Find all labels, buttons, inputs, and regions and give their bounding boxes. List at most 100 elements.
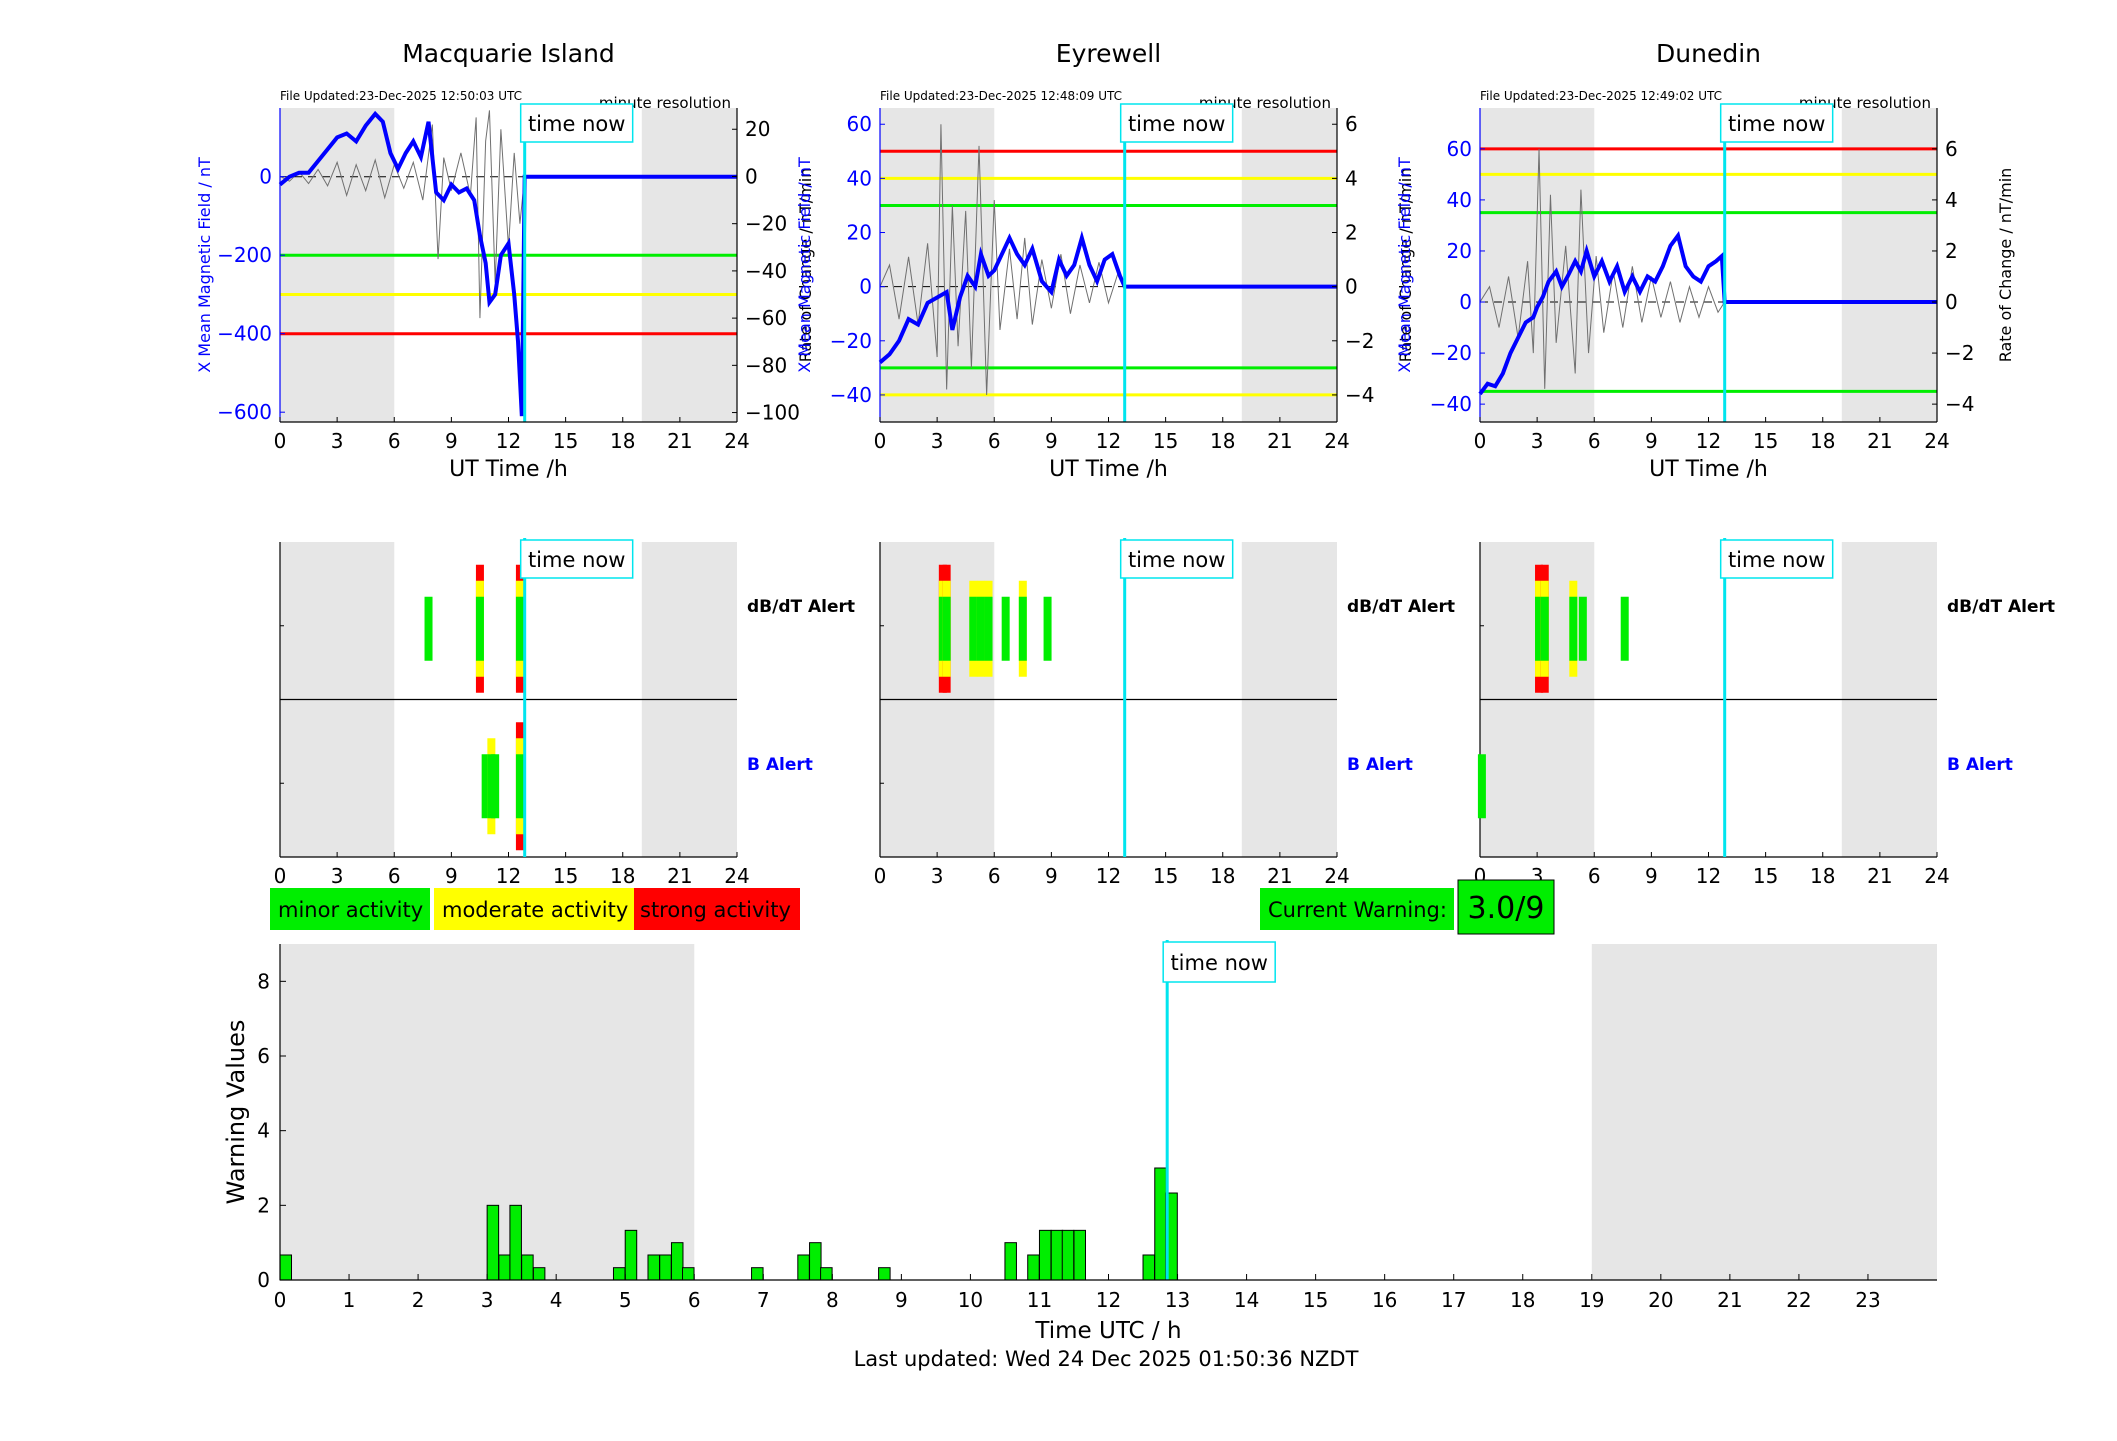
warning-bar <box>751 1267 764 1281</box>
alert-x-tick-label: 24 <box>1924 864 1949 888</box>
legend-strong-label: strong activity <box>640 898 791 922</box>
warning-x-tick-label: 9 <box>895 1288 908 1312</box>
x-axis-label: UT Time /h <box>1649 457 1768 482</box>
left-tick-label: 20 <box>1447 239 1472 263</box>
alert-x-tick-label: 9 <box>1645 864 1658 888</box>
dbdt-alert-bar-minor <box>1569 596 1578 661</box>
warning-x-tick-label: 1 <box>343 1288 356 1312</box>
warning-y-tick-label: 2 <box>257 1193 270 1217</box>
warning-bar <box>647 1254 661 1281</box>
current-warning-value: 3.0/9 <box>1468 891 1545 926</box>
x-tick-label: 9 <box>1045 429 1058 453</box>
mean-field-trace <box>278 110 737 417</box>
x-tick-label: 18 <box>610 429 635 453</box>
right-tick-label: −4 <box>1345 383 1374 407</box>
legend-moderate-label: moderate activity <box>442 898 628 922</box>
dbdt-alert-bar-minor <box>1620 596 1629 661</box>
warning-bar <box>1154 1167 1167 1281</box>
x-tick-label: 15 <box>1753 429 1778 453</box>
night-shade-top <box>1841 108 1937 422</box>
station-panel-2: Dunedin File Updated:23-Dec-2025 12:49:02… <box>1395 39 2055 888</box>
alert-x-tick-label: 18 <box>610 864 635 888</box>
warning-y-tick-label: 4 <box>257 1119 270 1143</box>
file-updated-label: File Updated:23-Dec-2025 12:48:09 UTC <box>880 89 1122 103</box>
alert-x-tick-label: 15 <box>1753 864 1778 888</box>
station-title: Eyrewell <box>1056 39 1161 68</box>
b-alert-label: B Alert <box>1947 755 2013 775</box>
x-axis-label: UT Time /h <box>449 457 568 482</box>
station-title: Macquarie Island <box>402 39 615 68</box>
alert-x-tick-label: 21 <box>1867 864 1892 888</box>
warning-bar <box>820 1267 833 1281</box>
right-tick-label: −2 <box>1945 341 1974 365</box>
right-tick-label: 2 <box>1345 221 1358 245</box>
x-tick-label: 18 <box>1210 429 1235 453</box>
alert-x-tick-label: 3 <box>931 864 944 888</box>
warning-bar <box>1050 1229 1064 1281</box>
b-alert-label: B Alert <box>1347 755 1413 775</box>
x-tick-label: 3 <box>1531 429 1544 453</box>
warning-bar <box>1027 1254 1040 1281</box>
time-now-label-alert: time now <box>1728 548 1825 572</box>
left-tick-label: 40 <box>847 166 872 190</box>
time-now-label: time now <box>1728 112 1825 136</box>
alert-x-tick-label: 21 <box>1267 864 1292 888</box>
warning-bar <box>1142 1254 1156 1281</box>
x-tick-label: 24 <box>724 429 749 453</box>
warning-x-tick-label: 0 <box>274 1288 287 1312</box>
current-warning-label-box <box>1260 888 1454 930</box>
left-tick-label: 0 <box>1459 290 1472 314</box>
x-tick-label: 12 <box>496 429 521 453</box>
right-axis-label: Rate of Change / nT/min <box>796 168 815 363</box>
warning-bar <box>1038 1229 1052 1281</box>
current-warning-value-box <box>1457 879 1555 935</box>
left-tick-label: 40 <box>1447 188 1472 212</box>
warning-bar <box>486 1204 500 1281</box>
x-tick-label: 3 <box>331 429 344 453</box>
night-shade-top <box>641 108 737 422</box>
x-tick-label: 9 <box>1645 429 1658 453</box>
dbdt-alert-bar-minor <box>1001 596 1010 661</box>
right-tick-label: −4 <box>1945 392 1974 416</box>
right-tick-label: −80 <box>745 353 787 377</box>
alert-x-tick-label: 6 <box>388 864 401 888</box>
x-tick-label: 9 <box>445 429 458 453</box>
rate-of-change-trace <box>1479 148 1937 389</box>
time-now-label-alert: time now <box>1128 548 1225 572</box>
time-now-box-alert <box>519 539 634 579</box>
warning-x-tick-label: 2 <box>412 1288 425 1312</box>
warning-x-tick-label: 5 <box>619 1288 632 1312</box>
warning-x-tick-label: 22 <box>1786 1288 1811 1312</box>
warning-bar <box>1004 1242 1017 1281</box>
x-tick-label: 6 <box>388 429 401 453</box>
dbdt-alert-bar-minor <box>424 596 433 661</box>
right-tick-label: −2 <box>1345 329 1374 353</box>
alert-x-tick-label: 12 <box>1696 864 1721 888</box>
current-warning-label: Current Warning: <box>1268 898 1447 922</box>
left-tick-label: −40 <box>830 383 872 407</box>
left-tick-label: −200 <box>217 243 272 267</box>
legend-minor-swatch <box>270 888 430 930</box>
left-axis-label: X Mean Magnetic Field / nT <box>795 157 814 373</box>
left-tick-label: 0 <box>259 165 272 189</box>
alert-x-tick-label: 12 <box>1096 864 1121 888</box>
time-now-label-alert: time now <box>528 548 625 572</box>
right-tick-label: 0 <box>745 164 758 188</box>
x-tick-label: 6 <box>1588 429 1601 453</box>
night-shade-top <box>280 108 395 422</box>
dbdt-alert-label: dB/dT Alert <box>747 597 855 617</box>
x-axis-label: UT Time /h <box>1049 457 1168 482</box>
x-tick-label: 21 <box>1267 429 1292 453</box>
file-updated-label: File Updated:23-Dec-2025 12:49:02 UTC <box>1480 89 1722 103</box>
warning-x-tick-label: 18 <box>1510 1288 1535 1312</box>
warning-x-tick-label: 6 <box>688 1288 701 1312</box>
warning-bar <box>612 1267 626 1281</box>
right-tick-label: 0 <box>1345 275 1358 299</box>
x-tick-label: 3 <box>931 429 944 453</box>
warning-x-tick-label: 12 <box>1096 1288 1121 1312</box>
x-tick-label: 21 <box>667 429 692 453</box>
warning-x-tick-label: 8 <box>826 1288 839 1312</box>
right-tick-label: 4 <box>1345 166 1358 190</box>
left-tick-label: −400 <box>217 322 272 346</box>
